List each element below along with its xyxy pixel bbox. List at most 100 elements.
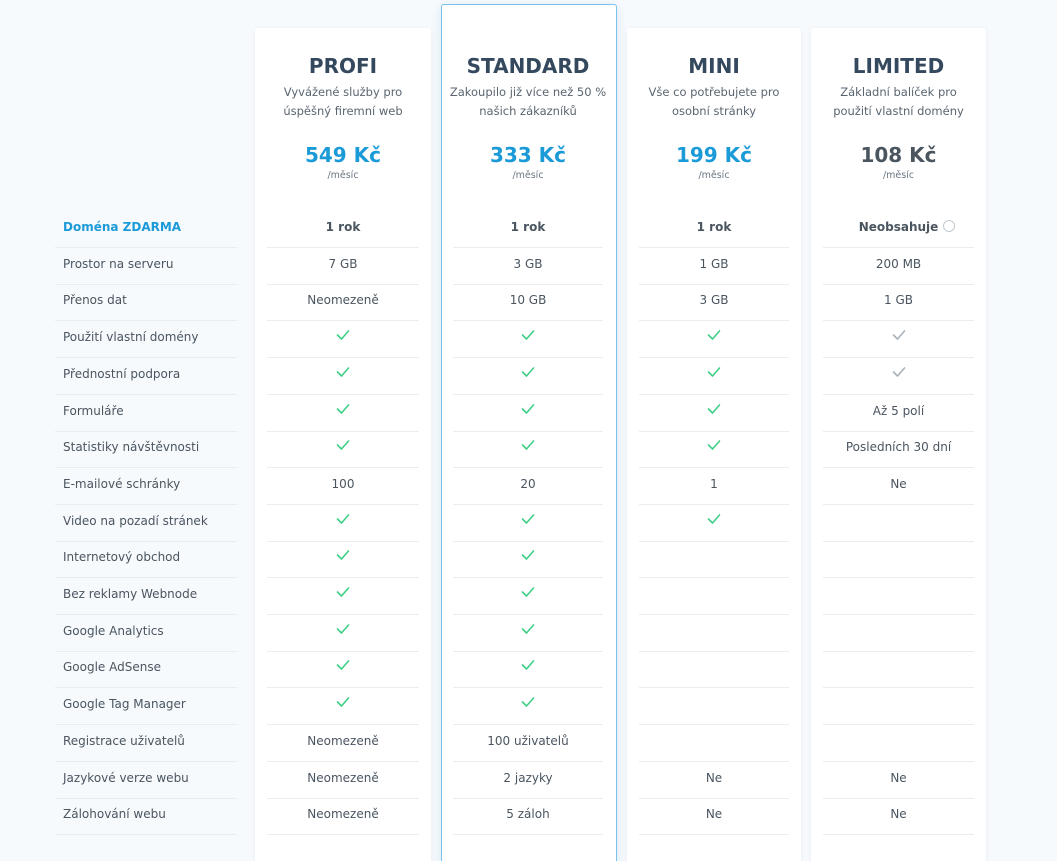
plan-name: PROFI	[308, 54, 378, 78]
row-separator	[267, 357, 419, 359]
feature-value: Ne	[890, 807, 907, 822]
feature-value: Ne	[890, 476, 907, 491]
feature-value: Neobsahuje	[811, 218, 986, 236]
plan-description: Základní balíček pro	[840, 85, 957, 99]
check-cell	[255, 622, 431, 640]
check-cell	[811, 365, 986, 383]
row-separator	[453, 650, 603, 652]
row-separator	[823, 540, 974, 542]
row-separator	[453, 320, 603, 322]
feature-label: Zálohování webu	[63, 807, 166, 822]
row-separator	[267, 834, 419, 836]
check-icon	[707, 440, 721, 450]
check-cell	[255, 402, 431, 420]
row-separator	[267, 467, 419, 469]
row-separator	[823, 724, 974, 726]
row-separator	[267, 503, 419, 505]
check-icon	[521, 440, 535, 450]
row-separator	[453, 393, 603, 395]
row-separator	[267, 430, 419, 432]
feature-label: Registrace uživatelů	[63, 733, 185, 748]
row-separator	[639, 320, 789, 322]
plan-period: /měsíc	[882, 170, 915, 181]
feature-value: Až 5 polí	[872, 403, 925, 418]
check-icon	[521, 513, 535, 524]
plan-card	[441, 4, 617, 861]
feature-label: Formuláře	[63, 403, 124, 418]
check-icon	[521, 550, 535, 561]
plan-description: osobní stránky	[671, 104, 757, 118]
feature-value: 1 GB	[699, 256, 729, 271]
check-cell	[441, 512, 615, 530]
row-separator	[823, 503, 974, 505]
feature-label: Doména ZDARMA	[63, 220, 182, 234]
check-icon	[336, 587, 350, 597]
check-icon	[336, 623, 350, 634]
row-separator	[639, 430, 789, 432]
plan-description: Zakoupilo již více než 50 %	[449, 85, 607, 99]
plan-card	[811, 28, 986, 861]
plan-period: /měsíc	[327, 170, 359, 181]
plan-period: /měsíc	[698, 170, 730, 181]
check-cell	[441, 695, 615, 713]
row-separator	[55, 687, 237, 689]
feature-value: Ne	[705, 770, 723, 785]
row-separator	[55, 797, 237, 799]
feature-value: 2 jazyky	[503, 770, 553, 785]
row-separator	[267, 393, 419, 395]
plan-name: STANDARD	[466, 54, 590, 78]
help-icon[interactable]	[943, 220, 956, 232]
row-separator	[823, 320, 974, 322]
plan-description: Vyvážené služby pro	[283, 85, 403, 99]
row-separator	[267, 760, 419, 762]
feature-value: 7 GB	[328, 256, 358, 271]
row-separator	[453, 247, 603, 248]
plan-price: 549 Kč	[304, 143, 382, 167]
row-separator	[55, 467, 237, 469]
check-cell	[255, 658, 431, 676]
check-cell	[441, 658, 615, 676]
check-icon	[521, 587, 535, 597]
check-cell	[255, 585, 431, 603]
row-separator	[639, 503, 789, 505]
check-cell	[627, 438, 801, 456]
check-icon	[707, 330, 721, 340]
plan-name: MINI	[688, 54, 740, 78]
check-icon	[707, 513, 721, 524]
row-separator	[823, 577, 974, 579]
feature-label: Internetový obchod	[63, 550, 181, 565]
row-separator	[267, 283, 419, 285]
row-separator	[823, 760, 974, 762]
feature-value: 20	[520, 476, 536, 491]
row-separator	[823, 467, 974, 469]
row-separator	[823, 687, 974, 689]
row-separator	[639, 834, 789, 836]
check-icon	[336, 697, 350, 707]
row-separator	[55, 247, 237, 248]
row-separator	[55, 577, 237, 579]
row-separator	[453, 577, 603, 579]
check-cell	[255, 548, 431, 566]
plan-card	[255, 28, 431, 861]
plan-description: úspěšný firemní web	[283, 104, 403, 118]
row-separator	[639, 687, 789, 689]
row-separator	[453, 724, 603, 726]
feature-value: Ne	[705, 807, 723, 822]
row-separator	[453, 467, 603, 469]
row-separator	[453, 760, 603, 762]
check-cell	[441, 438, 615, 456]
row-separator	[823, 357, 974, 359]
row-separator	[55, 503, 237, 505]
feature-value: 100	[331, 476, 355, 491]
row-separator	[267, 724, 419, 726]
feature-value: Neomezeně	[307, 293, 379, 308]
row-separator	[267, 797, 419, 799]
row-separator	[639, 577, 789, 579]
check-cell	[627, 328, 801, 346]
check-cell	[255, 365, 431, 383]
row-separator	[823, 834, 974, 836]
check-icon	[336, 660, 350, 671]
row-separator	[639, 614, 789, 615]
check-icon	[336, 440, 350, 450]
check-icon	[521, 660, 535, 671]
